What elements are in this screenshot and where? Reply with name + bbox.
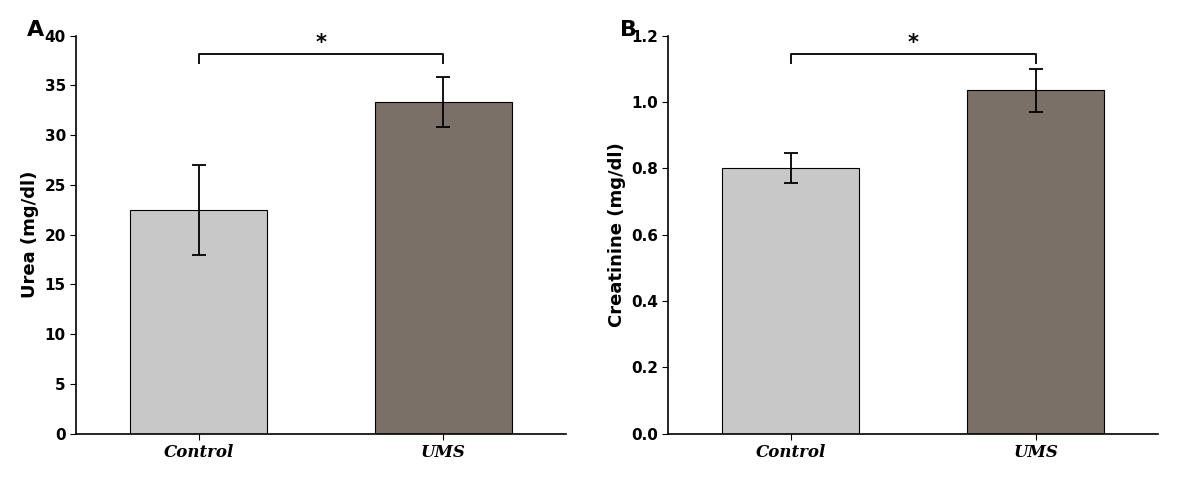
Text: A: A: [27, 20, 45, 40]
Text: *: *: [908, 33, 918, 53]
Bar: [967, 91, 1105, 434]
Bar: [130, 210, 268, 434]
Text: *: *: [316, 33, 327, 53]
Bar: [375, 102, 512, 434]
Y-axis label: Creatinine (mg/dl): Creatinine (mg/dl): [607, 142, 626, 327]
Bar: [723, 168, 859, 434]
Y-axis label: Urea (mg/dl): Urea (mg/dl): [21, 171, 39, 298]
Text: B: B: [619, 20, 637, 40]
